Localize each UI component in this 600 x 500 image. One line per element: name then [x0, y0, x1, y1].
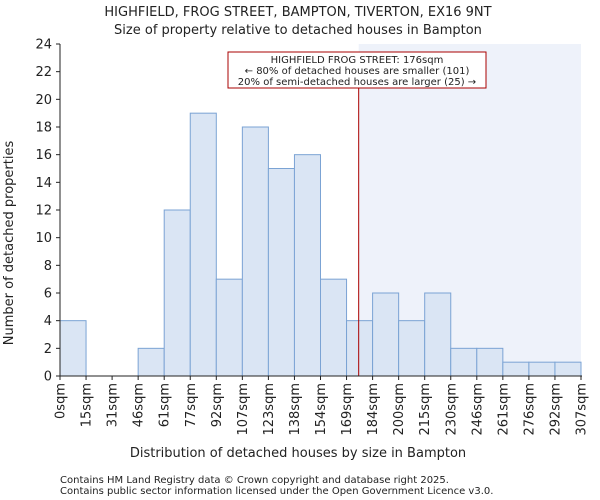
bar-123sqm — [267, 168, 295, 377]
y-tick-label: 16 — [35, 148, 52, 163]
x-axis-label: Distribution of detached houses by size … — [130, 446, 466, 461]
x-tick-label: 46sqm — [132, 383, 147, 427]
x-tick-label: 107sqm — [236, 383, 251, 436]
y-tick-label: 10 — [35, 231, 52, 246]
x-tick-label: 215sqm — [418, 383, 433, 436]
x-tick-label: 138sqm — [288, 383, 303, 436]
y-tick-label: 0 — [44, 370, 52, 385]
bar-92sqm — [215, 278, 243, 377]
x-ticks: 0sqm 15sqm 31sqm 46sqm 61sqm 77sqm 92sqm 107sqm… — [54, 376, 590, 436]
y-tick-label: 2 — [44, 342, 52, 357]
x-tick-label: 31sqm — [106, 383, 121, 427]
y-tick-label: 22 — [35, 65, 52, 80]
bar-107sqm — [241, 126, 269, 377]
bar-261sqm — [502, 361, 530, 377]
footer-line2: Contains public sector information licen… — [60, 486, 493, 497]
annotation-line3: 20% of semi-detached houses are larger (… — [238, 77, 476, 88]
bar-200sqm — [398, 320, 426, 377]
y-tick-label: 8 — [44, 259, 52, 274]
bar-61sqm — [163, 209, 191, 377]
bar-292sqm — [554, 361, 582, 377]
bar-215sqm — [424, 292, 452, 377]
annotation-line1: HIGHFIELD FROG STREET: 176sqm — [271, 55, 444, 66]
bars-group — [59, 112, 582, 377]
bar-154sqm — [320, 278, 348, 377]
bar-246sqm — [476, 347, 504, 377]
y-tick-label: 18 — [35, 121, 52, 136]
bar-184sqm — [372, 292, 400, 377]
x-tick-label: 169sqm — [340, 383, 355, 436]
x-tick-label: 92sqm — [210, 383, 225, 427]
y-tick-label: 6 — [44, 287, 52, 302]
x-tick-label: 154sqm — [314, 383, 329, 436]
bar-169sqm — [346, 320, 374, 377]
annotation-box: HIGHFIELD FROG STREET: 176sqm ← 80% of d… — [227, 51, 487, 89]
x-tick-label: 123sqm — [262, 383, 277, 436]
y-tick-label: 12 — [35, 204, 52, 219]
annotation-frame — [227, 51, 487, 89]
x-tick-label: 184sqm — [366, 383, 381, 436]
x-tick-label: 77sqm — [184, 383, 199, 427]
x-tick-label: 261sqm — [496, 383, 511, 436]
annotation-line2: ← 80% of detached houses are smaller (10… — [245, 66, 470, 77]
x-tick-label: 246sqm — [470, 383, 485, 436]
x-tick-label: 200sqm — [392, 383, 407, 436]
y-axis-label: Number of detached properties — [2, 141, 17, 346]
bar-46sqm — [137, 347, 165, 377]
x-tick-label: 307sqm — [575, 383, 590, 436]
bar-77sqm — [189, 112, 217, 377]
y-tick-label: 4 — [44, 314, 52, 329]
footer-line1: Contains HM Land Registry data © Crown c… — [60, 475, 449, 486]
x-tick-label: 0sqm — [54, 383, 69, 419]
chart-subtitle: Size of property relative to detached ho… — [114, 23, 482, 38]
chart-title: HIGHFIELD, FROG STREET, BAMPTON, TIVERTO… — [104, 5, 491, 20]
x-tick-label: 276sqm — [522, 383, 537, 436]
bar-230sqm — [450, 347, 478, 377]
x-tick-label: 61sqm — [158, 383, 173, 427]
x-tick-label: 15sqm — [80, 383, 95, 427]
bar-138sqm — [293, 154, 322, 377]
y-tick-label: 20 — [35, 93, 52, 108]
bar-276sqm — [528, 361, 556, 377]
y-tick-label: 14 — [35, 176, 52, 191]
bar-0sqm — [59, 320, 87, 377]
y-tick-label: 24 — [35, 38, 52, 53]
x-tick-label: 292sqm — [548, 383, 563, 436]
x-tick-label: 230sqm — [444, 383, 459, 436]
